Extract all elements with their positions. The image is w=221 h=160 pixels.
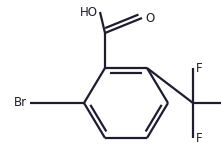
Text: O: O <box>145 12 154 24</box>
Text: Br: Br <box>14 96 27 109</box>
Text: F: F <box>196 61 203 75</box>
Text: F: F <box>196 132 203 144</box>
Text: HO: HO <box>80 5 98 19</box>
